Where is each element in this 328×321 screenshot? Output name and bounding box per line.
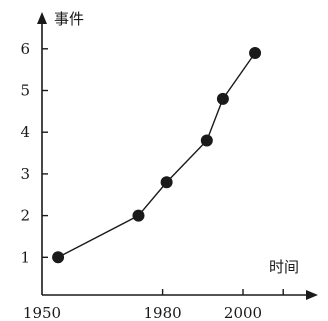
y-axis-arrow	[37, 12, 47, 24]
data-point	[160, 176, 173, 189]
axes	[37, 12, 318, 300]
y-tick-label: 6	[20, 40, 30, 58]
y-tick-label: 4	[20, 123, 30, 141]
y-axis-title: 事件	[54, 10, 84, 28]
x-axis-arrow	[306, 290, 318, 300]
y-ticks: 1 2 3 4 5 6	[20, 40, 48, 266]
x-axis-title: 时间	[269, 258, 299, 276]
data-point	[249, 46, 262, 59]
data-point	[132, 209, 145, 222]
x-ticks: 1950 1980 2000	[23, 289, 284, 321]
data-points	[52, 46, 262, 264]
y-tick-label: 5	[20, 82, 30, 100]
y-tick-label: 3	[20, 165, 30, 183]
series-line	[57, 52, 256, 258]
data-point	[52, 251, 65, 264]
x-tick-label: 2000	[224, 304, 262, 321]
data-point	[200, 134, 213, 147]
data-point	[216, 92, 229, 105]
x-tick-label: 1980	[144, 304, 182, 321]
y-tick-label: 2	[20, 207, 30, 225]
y-tick-label: 1	[20, 248, 30, 266]
x-tick-label: 1950	[23, 304, 61, 321]
